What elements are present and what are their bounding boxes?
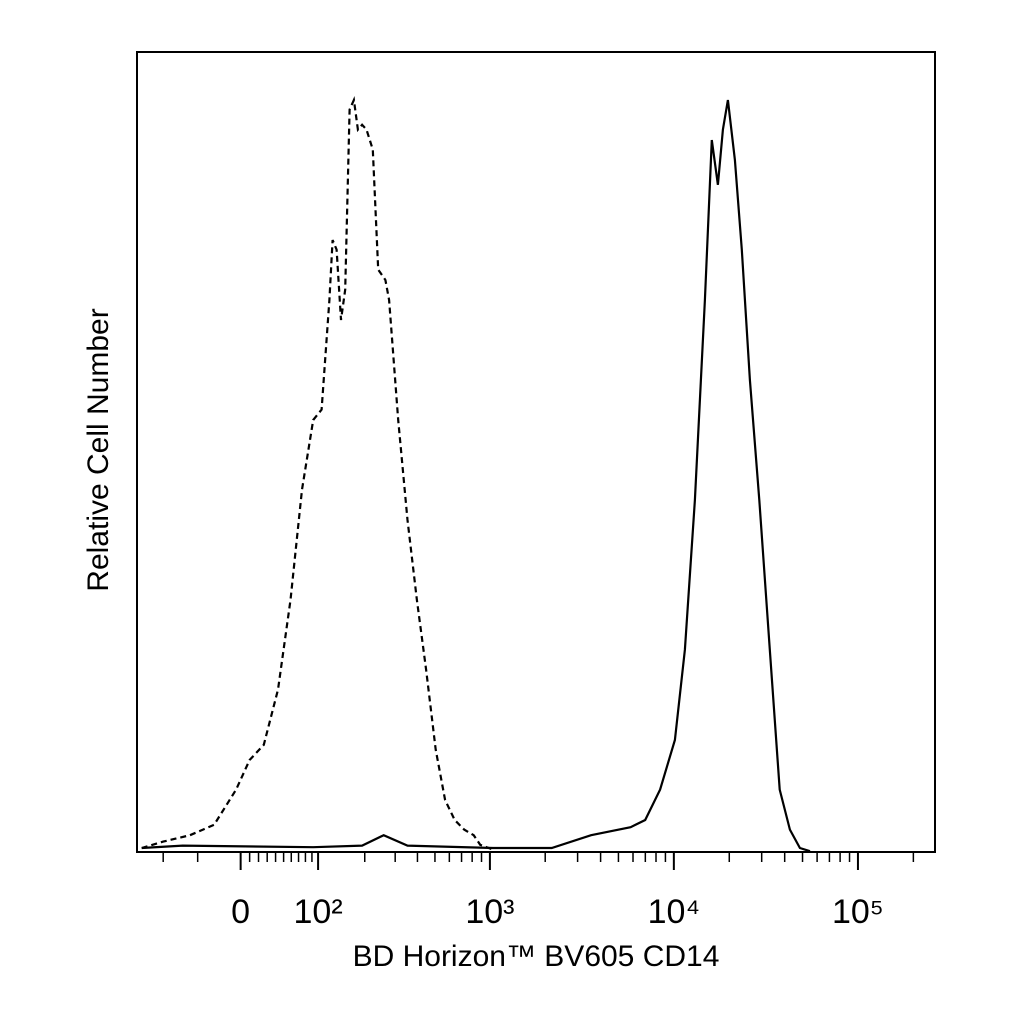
histogram-line [141, 96, 494, 851]
histogram-line [141, 99, 811, 853]
x-tick-label: 10³ [465, 893, 514, 931]
x-tick-label: 10⁵ [832, 893, 884, 931]
x-tick-label: 10⁴ [648, 893, 700, 931]
x-tick-label: 0 [231, 893, 250, 931]
plot-frame [136, 51, 936, 853]
y-axis-label: Relative Cell Number [82, 308, 115, 591]
x-axis-label: BD Horizon™ BV605 CD14 [353, 940, 720, 973]
x-tick-label: 10² [294, 893, 343, 931]
